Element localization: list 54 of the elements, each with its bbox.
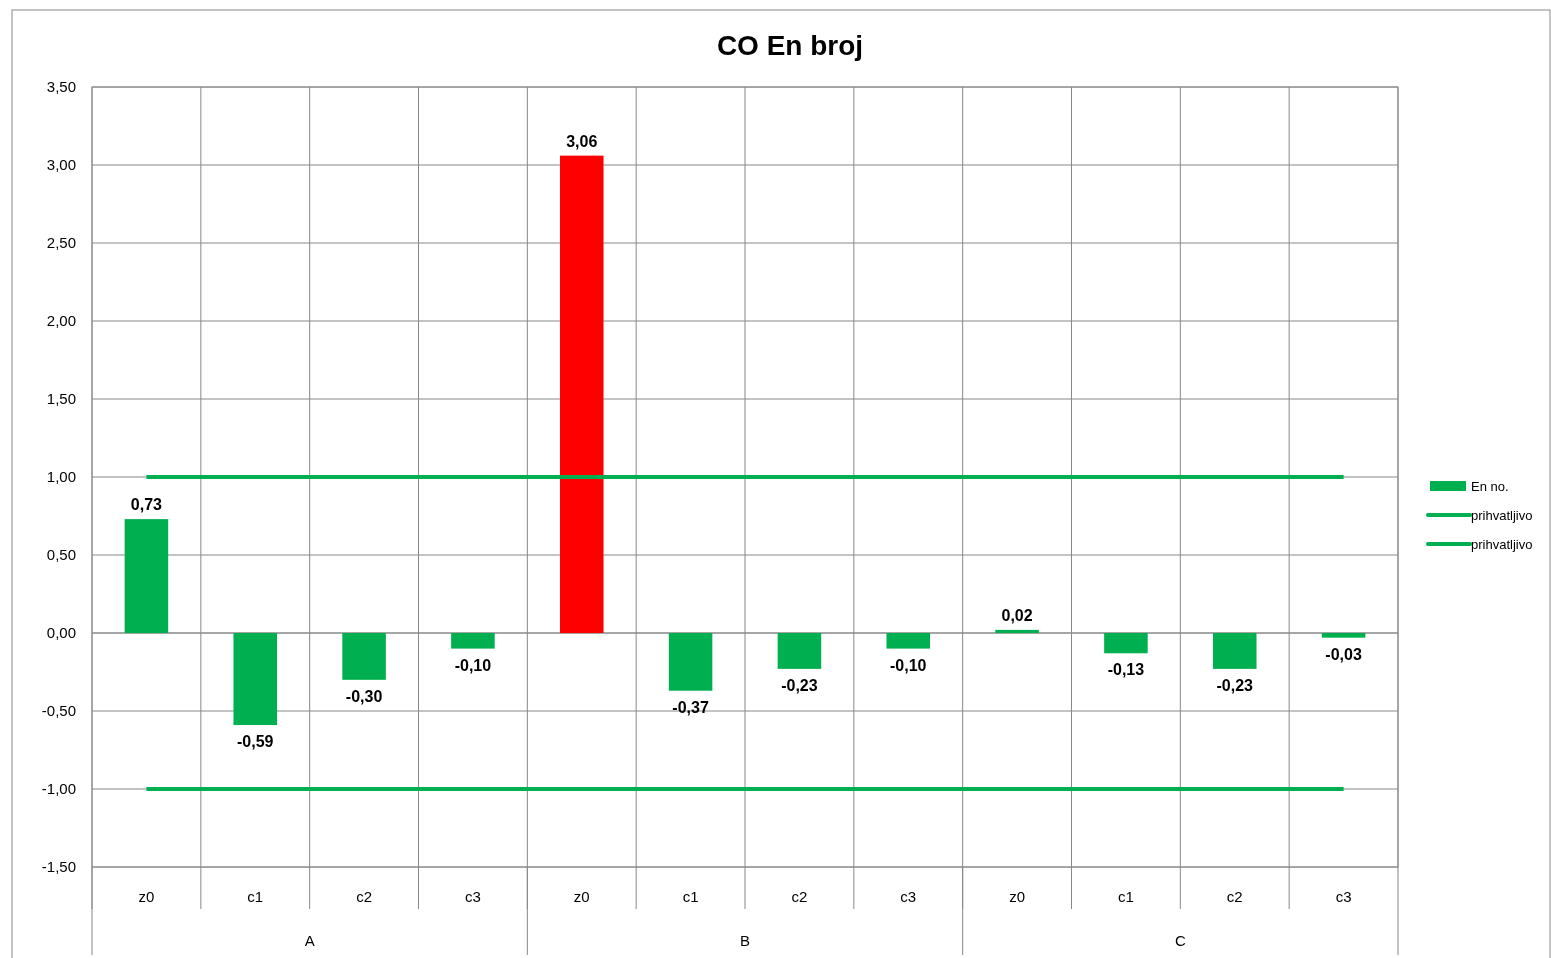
bar [668, 633, 713, 691]
x-tick-label: c2 [791, 888, 808, 905]
data-label: -0,03 [1325, 645, 1362, 663]
bar [1212, 633, 1257, 669]
y-tick-label: 2,50 [46, 234, 76, 251]
text: C [1174, 932, 1186, 949]
y-tick-label: 1,50 [46, 390, 76, 407]
bar [995, 629, 1039, 633]
x-tick-label: z0 [1009, 888, 1026, 905]
bar [342, 633, 386, 680]
data-label: -0,23 [1216, 676, 1254, 694]
bar [451, 633, 495, 649]
data-label: 0,73 [130, 496, 163, 514]
bar [124, 519, 169, 633]
y-tick-label: 3,00 [46, 156, 76, 173]
data-label: -0,10 [890, 656, 927, 674]
x-tick-label: c3 [464, 888, 481, 905]
y-tick-label: 2,00 [46, 312, 76, 329]
y-tick-label: 1,00 [46, 468, 76, 485]
data-label: 3,06 [566, 132, 598, 150]
x-tick-label: c3 [1335, 888, 1352, 905]
y-tick-label: -0,50 [41, 702, 76, 719]
data-label: -0,23 [781, 676, 818, 694]
data-label: -0,30 [345, 687, 383, 705]
x-tick-label: c3 [900, 888, 917, 905]
y-tick-label: 3,50 [46, 78, 76, 95]
chart-title: CO En broj [716, 30, 864, 61]
y-tick-label: 0,00 [46, 624, 76, 641]
x-tick-label: c1 [247, 888, 264, 905]
data-label: 0,02 [1001, 606, 1033, 624]
x-tick-label: c2 [1226, 888, 1243, 905]
bar [777, 633, 822, 669]
text: A [304, 932, 315, 949]
data-label: -0,13 [1107, 661, 1145, 679]
bar [1104, 633, 1148, 654]
data-label: -0,10 [454, 656, 492, 674]
bar [886, 633, 931, 649]
x-tick-label: c1 [682, 888, 699, 905]
x-tick-label: c1 [1117, 888, 1134, 905]
x-tick-label: z0 [573, 888, 590, 905]
x-tick-label: c2 [356, 888, 373, 905]
legend-label: prihvatljivo [1471, 537, 1533, 552]
text: B [739, 932, 751, 949]
data-label: -0,59 [237, 733, 274, 751]
y-tick-label: -1,00 [41, 780, 76, 797]
x-tick-label: z0 [138, 888, 155, 905]
bar [233, 633, 278, 726]
data-label: -0,37 [672, 698, 709, 716]
y-tick-label: 0,50 [46, 546, 76, 563]
bar [1321, 633, 1366, 638]
legend-label: prihvatljivo [1471, 508, 1533, 523]
legend-label: En no. [1471, 479, 1509, 494]
bar [559, 155, 604, 633]
y-tick-label: -1,50 [41, 858, 76, 875]
